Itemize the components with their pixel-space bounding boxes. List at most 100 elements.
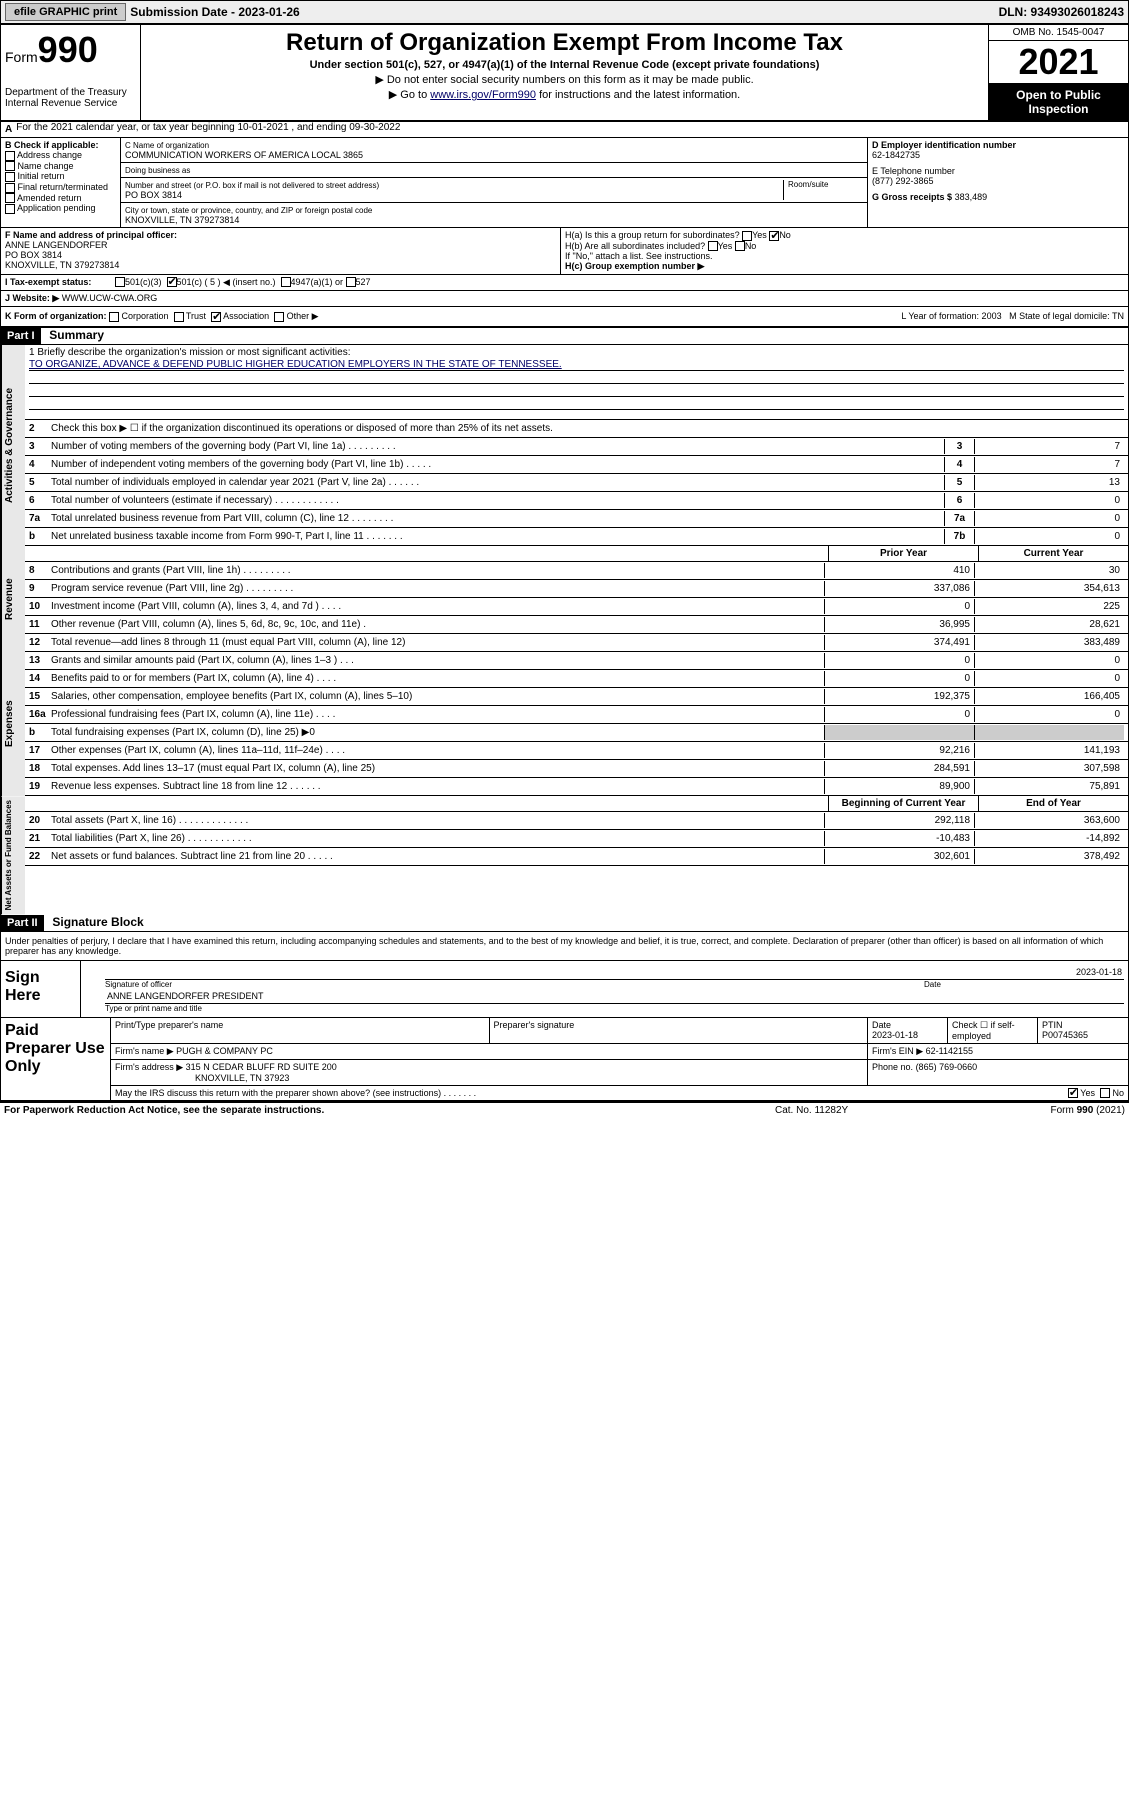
brief-mission: 1 Briefly describe the organization's mi… [25,345,1128,420]
line-8: 8Contributions and grants (Part VIII, li… [25,562,1128,580]
summary-revenue: Revenue Prior YearCurrent Year 8Contribu… [1,546,1128,652]
b-checkbox-item[interactable]: Name change [5,161,116,172]
line-15: 15Salaries, other compensation, employee… [25,688,1128,706]
k-trust-checkbox[interactable] [174,312,184,322]
tax-year: 2021 [989,41,1128,84]
line-17: 17Other expenses (Part IX, column (A), l… [25,742,1128,760]
phone-label: E Telephone number [872,166,955,176]
row-k-formorg: K Form of organization: Corporation Trus… [1,307,1128,328]
header-right: OMB No. 1545-0047 2021 Open to Public In… [988,25,1128,120]
gov-line-2: 2Check this box ▶ ☐ if the organization … [25,420,1128,438]
header-center: Return of Organization Exempt From Incom… [141,25,988,120]
firm-label: Firm's name ▶ [115,1046,174,1056]
hb-note: If "No," attach a list. See instructions… [565,251,1124,261]
pra-notice: For Paperwork Reduction Act Notice, see … [4,1105,775,1116]
summary-expenses: Expenses 13Grants and similar amounts pa… [1,652,1128,796]
b-header: B Check if applicable: [5,140,116,150]
side-expenses: Expenses [1,652,25,796]
b-checkbox-item[interactable]: Address change [5,150,116,161]
ein-value: 62-1842735 [872,150,920,160]
declaration-text: Under penalties of perjury, I declare th… [1,932,1128,961]
gross-label: G Gross receipts $ [872,192,952,202]
k-association-checkbox[interactable] [211,312,221,322]
prep-date-val: 2023-01-18 [872,1030,918,1040]
line-11: 11Other revenue (Part VIII, column (A), … [25,616,1128,634]
discuss-no-checkbox[interactable] [1100,1088,1110,1098]
line-21: 21Total liabilities (Part X, line 26) . … [25,830,1128,848]
ptin-value: P00745365 [1042,1030,1088,1040]
year-formation: L Year of formation: 2003 [901,311,1001,321]
side-netassets: Net Assets or Fund Balances [1,796,25,914]
tax-year-text: For the 2021 calendar year, or tax year … [16,122,400,137]
gov-line-3: 3Number of voting members of the governi… [25,438,1128,456]
irs-link[interactable]: www.irs.gov/Form990 [430,89,536,101]
i-501c-checkbox[interactable] [167,277,177,287]
line-20: 20Total assets (Part X, line 16) . . . .… [25,812,1128,830]
form-990: Form990 Department of the Treasury Inter… [0,24,1129,1103]
omb-number: OMB No. 1545-0047 [989,25,1128,41]
part-ii-header: Part II Signature Block [1,915,1128,932]
sign-date: 2023-01-18 [1076,967,1122,977]
col-begin-year: Beginning of Current Year [828,796,978,811]
k-other ▶-checkbox[interactable] [274,312,284,322]
ha-yes-checkbox[interactable] [742,231,752,241]
b-checkbox-item[interactable]: Initial return [5,171,116,182]
hb-label: H(b) Are all subordinates included? [565,241,705,251]
summary-governance: Activities & Governance 1 Briefly descri… [1,345,1128,546]
col-d-ein: D Employer identification number62-18427… [868,138,1128,227]
form-word: Form [5,49,38,65]
discuss-yes-checkbox[interactable] [1068,1088,1078,1098]
prep-sig-hdr: Preparer's signature [490,1018,869,1043]
gov-line-4: 4Number of independent voting members of… [25,456,1128,474]
ha-label: H(a) Is this a group return for subordin… [565,230,740,240]
open-inspection: Open to Public Inspection [989,84,1128,120]
form-number: 990 [38,29,98,70]
j-label: J Website: ▶ [5,293,59,304]
b-checkbox-item[interactable]: Amended return [5,193,116,204]
part-ii-title: Signature Block [46,913,149,931]
firm-phone-label: Phone no. [872,1062,913,1072]
section-bcd: B Check if applicable: Address change Na… [1,138,1128,228]
form-ref: Form 990 (2021) [975,1105,1125,1116]
page-footer: For Paperwork Reduction Act Notice, see … [0,1103,1129,1118]
k-corporation-checkbox[interactable] [109,312,119,322]
hb-yes-checkbox[interactable] [708,241,718,251]
side-revenue: Revenue [1,546,25,652]
b-checkbox-item[interactable]: Final return/terminated [5,182,116,193]
name-title-label: Type or print name and title [105,1004,1124,1013]
ha-no-checkbox[interactable] [769,231,779,241]
prep-name-hdr: Print/Type preparer's name [111,1018,490,1043]
addr-label: Number and street (or P.O. box if mail i… [125,181,379,190]
part-i-title: Summary [43,326,110,344]
form-subtitle-1: Under section 501(c), 527, or 4947(a)(1)… [145,59,984,71]
hc-label: H(c) Group exemption number ▶ [565,261,704,271]
row-j-website: J Website: ▶ WWW.UCW-CWA.ORG [1,291,1128,307]
org-city: KNOXVILLE, TN 379273814 [125,215,239,225]
form-title: Return of Organization Exempt From Incom… [145,29,984,57]
b-checkbox-item[interactable]: Application pending [5,203,116,214]
gov-line-7a: 7aTotal unrelated business revenue from … [25,510,1128,528]
col-c-org: C Name of organizationCOMMUNICATION WORK… [121,138,868,227]
hb-no-checkbox[interactable] [735,241,745,251]
form-subtitle-2: ▶ Do not enter social security numbers o… [145,73,984,86]
header-left: Form990 Department of the Treasury Inter… [1,25,141,120]
prep-selfemp: Check ☐ if self-employed [948,1018,1038,1043]
efile-button[interactable]: efile GRAPHIC print [5,3,126,21]
line-16a: 16aProfessional fundraising fees (Part I… [25,706,1128,724]
firm-addr-label: Firm's address ▶ [115,1062,183,1072]
summary-netassets: Net Assets or Fund Balances Beginning of… [1,796,1128,914]
row-i-status: I Tax-exempt status: 501(c)(3) 501(c) ( … [1,275,1128,291]
room-label: Room/suite [783,180,863,200]
dba-label: Doing business as [125,166,190,175]
ein-label: D Employer identification number [872,140,1016,150]
line-10: 10Investment income (Part VIII, column (… [25,598,1128,616]
i-527-checkbox[interactable] [346,277,356,287]
line-18: 18Total expenses. Add lines 13–17 (must … [25,760,1128,778]
i-4947-checkbox[interactable] [281,277,291,287]
firm-phone: (865) 769-0660 [916,1062,978,1072]
line-19: 19Revenue less expenses. Subtract line 1… [25,778,1128,796]
brief-answer: TO ORGANIZE, ADVANCE & DEFEND PUBLIC HIG… [29,359,1124,371]
brief-question: 1 Briefly describe the organization's mi… [29,347,1124,358]
i-501c3-checkbox[interactable] [115,277,125,287]
sign-here-label: Sign Here [1,961,81,1017]
